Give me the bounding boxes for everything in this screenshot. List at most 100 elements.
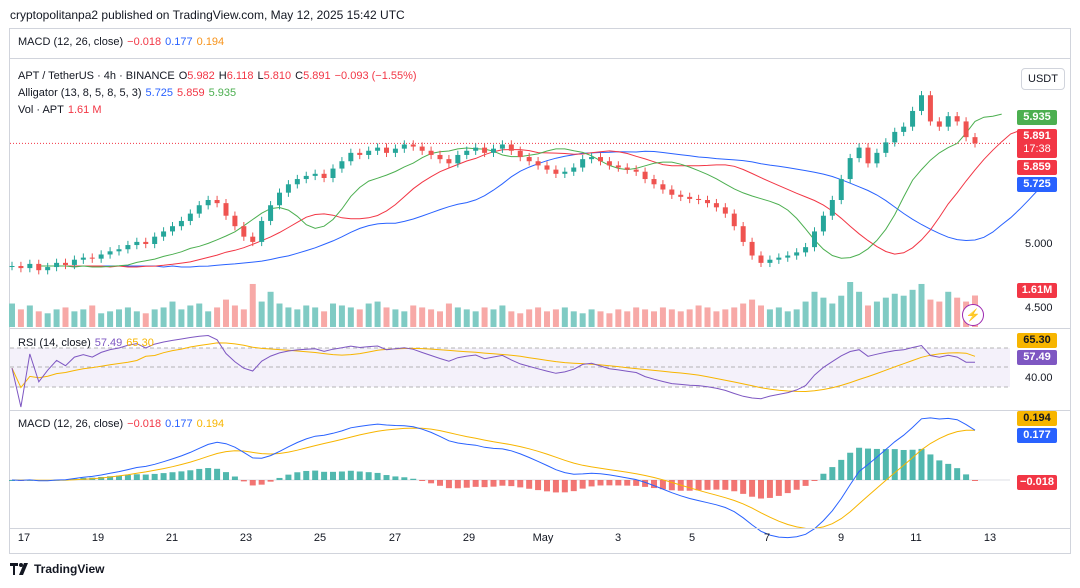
macd-hist-bar bbox=[214, 468, 221, 480]
volume-bar bbox=[481, 307, 488, 327]
volume-bar bbox=[891, 293, 898, 327]
macd-hist-value: −0.018 bbox=[127, 418, 162, 430]
tradingview-logo[interactable]: TradingView bbox=[10, 562, 104, 576]
volume-bar bbox=[713, 311, 720, 327]
volume-bar bbox=[695, 305, 702, 327]
candle-body bbox=[954, 116, 960, 122]
volume-bar bbox=[347, 307, 354, 327]
volume-bar bbox=[392, 309, 399, 327]
rsi-separator bbox=[10, 328, 1070, 329]
candle-body bbox=[419, 146, 425, 151]
currency-button[interactable]: USDT bbox=[1021, 68, 1065, 90]
volume-bar bbox=[240, 309, 247, 327]
candle-body bbox=[71, 259, 77, 265]
macd-hist-bar bbox=[588, 480, 595, 487]
macd-hist-bar bbox=[695, 480, 702, 491]
candle-body bbox=[214, 200, 220, 204]
symbol-legend[interactable]: APT / TetherUS · 4h · BINANCE O5.982 H6.11… bbox=[18, 70, 425, 82]
volume-bar bbox=[437, 311, 443, 327]
candle-body bbox=[820, 215, 826, 232]
candle-body bbox=[357, 152, 363, 155]
candle-body bbox=[9, 266, 15, 267]
macd-hist-bar bbox=[606, 480, 613, 486]
macd-hist-bar bbox=[766, 480, 773, 498]
volume-legend[interactable]: Vol · APT 1.61 M bbox=[18, 104, 106, 116]
macd-hist-bar bbox=[963, 474, 970, 480]
alligator-label: Alligator (13, 8, 5, 8, 5, 3) bbox=[18, 87, 142, 99]
volume-label: Vol · APT bbox=[18, 104, 64, 116]
candle-body bbox=[277, 192, 282, 206]
volume-bar bbox=[954, 297, 961, 327]
candle-body bbox=[535, 161, 541, 166]
candle-body bbox=[526, 157, 532, 162]
macd-hist-bar bbox=[330, 471, 336, 480]
volume-bar bbox=[17, 309, 24, 327]
volume-bar bbox=[374, 301, 381, 327]
candle-body bbox=[321, 173, 327, 178]
volume-bar bbox=[677, 311, 684, 327]
candle-body bbox=[776, 257, 782, 260]
low-value: 5.810 bbox=[263, 70, 292, 82]
candle-body bbox=[749, 241, 755, 256]
macd-hist-bar bbox=[775, 480, 782, 496]
alligator-jaw: 5.725 bbox=[145, 87, 174, 99]
candle-body bbox=[705, 200, 710, 204]
macd-hist-bar bbox=[285, 474, 292, 480]
volume-bar bbox=[535, 307, 542, 327]
lightning-icon[interactable]: ⚡ bbox=[962, 304, 984, 326]
tag-alligator-teeth: 5.859 bbox=[1017, 160, 1057, 175]
macd-hist-bar bbox=[160, 473, 167, 480]
rsi-legend[interactable]: RSI (14, close) 57.49 65.30 bbox=[18, 337, 158, 349]
alligator-legend[interactable]: Alligator (13, 8, 5, 8, 5, 3) 5.725 5.859 5… bbox=[18, 87, 240, 99]
macd-hist-bar bbox=[633, 480, 640, 486]
candle-body bbox=[366, 150, 372, 155]
volume-bar bbox=[829, 303, 836, 327]
rsi-value: 57.49 bbox=[94, 337, 123, 349]
macd-hist-bar bbox=[133, 474, 140, 480]
macd-hist-bar bbox=[205, 468, 212, 480]
macd-legend[interactable]: MACD (12, 26, close) −0.018 0.177 0.194 bbox=[18, 418, 228, 430]
candle-body bbox=[838, 179, 844, 200]
volume-bar bbox=[517, 313, 524, 327]
volume-bar bbox=[606, 313, 613, 327]
volume-bar bbox=[160, 307, 167, 327]
rsi-pane bbox=[10, 334, 1010, 408]
macd-hist-bar bbox=[419, 480, 426, 481]
candle-body bbox=[936, 121, 942, 127]
volume-bar bbox=[749, 299, 756, 327]
candle-body bbox=[285, 184, 291, 193]
volume-bar bbox=[454, 307, 461, 327]
candle-body bbox=[223, 203, 229, 216]
candle-body bbox=[187, 213, 193, 221]
candle-body bbox=[232, 215, 238, 227]
volume-bar bbox=[945, 291, 952, 327]
candle-body bbox=[624, 167, 630, 170]
volume-bar bbox=[169, 301, 176, 327]
volume-bar bbox=[258, 301, 265, 327]
open-value: 5.982 bbox=[187, 70, 215, 82]
rsi-ma-value: 65.30 bbox=[126, 337, 154, 349]
tradingview-logo-icon bbox=[10, 563, 28, 575]
candle-body bbox=[473, 147, 479, 151]
macd-hist-bar bbox=[321, 471, 328, 480]
macd-label: MACD (12, 26, close) bbox=[18, 418, 124, 430]
candle-body bbox=[348, 152, 354, 162]
candle-body bbox=[696, 198, 702, 200]
candle-body bbox=[125, 245, 131, 250]
volume-bar bbox=[659, 307, 666, 327]
volume-bar bbox=[196, 303, 203, 327]
volume-bar bbox=[624, 311, 631, 327]
macd-hist-bar bbox=[481, 480, 488, 488]
macd-hist-bar bbox=[347, 470, 354, 480]
volume-bar bbox=[856, 291, 863, 327]
candle-body bbox=[45, 267, 51, 271]
top-macd-signal: 0.194 bbox=[196, 36, 225, 48]
volume-bar bbox=[811, 291, 818, 327]
macd-hist-bar bbox=[410, 478, 417, 480]
volume-bar bbox=[865, 305, 871, 327]
macd-hist-bar bbox=[428, 480, 435, 484]
macd-hist-bar bbox=[749, 480, 756, 497]
volume-bar bbox=[526, 309, 533, 327]
macd-hist-bar bbox=[624, 480, 631, 486]
volume-bar bbox=[597, 311, 604, 327]
